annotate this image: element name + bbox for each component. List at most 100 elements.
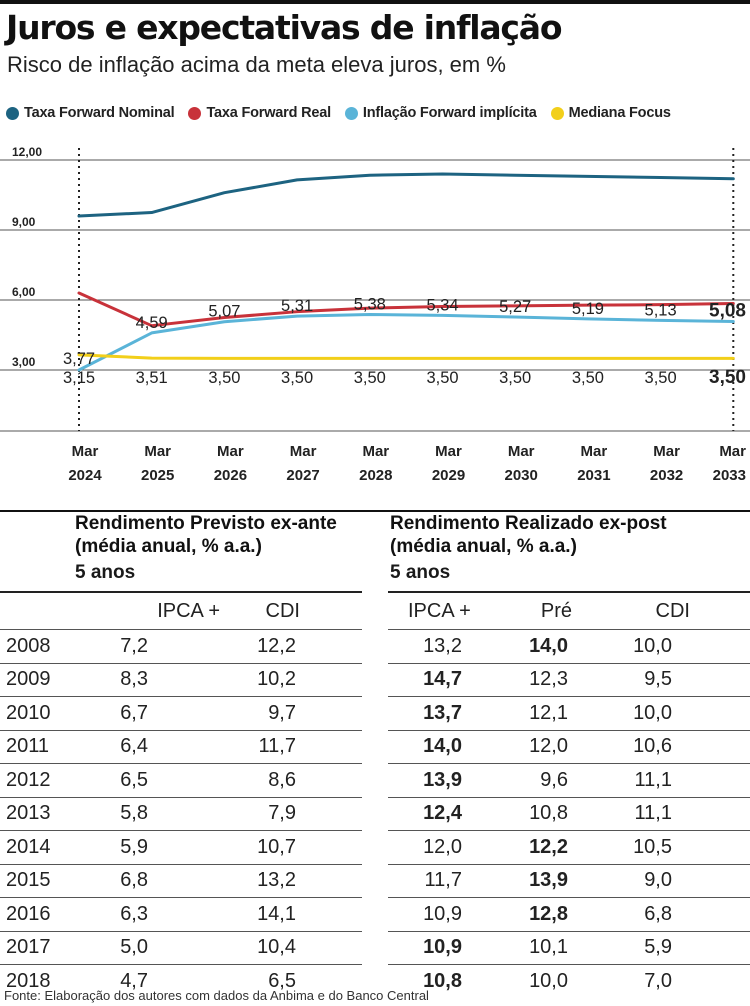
cell-pre: 14,0 <box>482 629 580 663</box>
x-tick-month: Mar <box>435 443 462 460</box>
cell-ipca: 8,3 <box>74 662 148 697</box>
x-tick-year: 2029 <box>432 467 465 484</box>
cell-cdi: 10,0 <box>580 696 700 730</box>
x-tick-month: Mar <box>581 443 608 460</box>
cell-cdi: 13,2 <box>230 863 296 898</box>
cell-spacer <box>296 964 362 998</box>
ex-post-header-row: IPCA + Pré CDI <box>388 593 750 630</box>
row-year: 2010 <box>0 696 74 730</box>
cell-pre: 13,9 <box>482 863 580 898</box>
ex-ante-heading-unit: (média anual, % a.a.) <box>75 536 262 557</box>
data-label-inflation: 5,13 <box>645 301 677 319</box>
data-label-inflation: 4,59 <box>136 314 168 332</box>
ex-post-col-cdi: CDI <box>655 599 690 622</box>
table-row: 2013 5,8 7,9 <box>0 796 362 831</box>
cell-spacer <box>148 696 230 730</box>
cell-ipca: 13,2 <box>388 629 482 663</box>
cell-cdi: 10,6 <box>580 729 700 764</box>
x-tick-year: 2025 <box>141 467 174 484</box>
table-row: 12,0 12,2 10,5 <box>388 830 750 864</box>
ex-post-table: IPCA + Pré CDI 13,2 14,0 10,0 14,7 12,3 9,5 13… <box>388 593 750 998</box>
cell-ipca: 10,9 <box>388 897 482 931</box>
cell-ipca: 13,9 <box>388 763 482 797</box>
cell-cdi: 6,5 <box>230 964 296 998</box>
source-note: Fonte: Elaboração dos autores com dados … <box>4 988 429 1003</box>
legend-item: Taxa Forward Real <box>188 105 331 121</box>
cell-spacer <box>700 763 750 797</box>
cell-cdi: 6,8 <box>580 897 700 931</box>
cell-pre: 12,2 <box>482 830 580 864</box>
ex-ante-header-row: IPCA + CDI <box>0 593 362 630</box>
cell-ipca: 5,8 <box>74 796 148 831</box>
legend-swatch <box>188 106 202 120</box>
top-rule <box>0 0 750 4</box>
table-row: 11,7 13,9 9,0 <box>388 863 750 898</box>
ex-post-heading: Rendimento Realizado ex-post <box>390 513 667 534</box>
x-tick-year: 2033 <box>713 467 746 484</box>
table-row: 14,7 12,3 9,5 <box>388 662 750 697</box>
cell-cdi: 12,2 <box>230 629 296 663</box>
cell-spacer <box>296 729 362 764</box>
data-label-focus: 3,50 <box>572 369 604 387</box>
legend-label: Mediana Focus <box>568 105 671 121</box>
cell-cdi: 11,1 <box>580 796 700 831</box>
cell-cdi: 10,7 <box>230 830 296 864</box>
cell-pre: 12,0 <box>482 729 580 764</box>
cell-ipca: 5,9 <box>74 830 148 864</box>
cell-spacer <box>148 763 230 797</box>
legend-label: Taxa Forward Real <box>206 105 331 121</box>
table-row: 2014 5,9 10,7 <box>0 830 362 864</box>
table-row: 13,7 12,1 10,0 <box>388 696 750 730</box>
x-tick-month: Mar <box>653 443 680 460</box>
legend-swatch <box>344 106 358 120</box>
cell-ipca: 10,9 <box>388 930 482 965</box>
series-line <box>77 291 735 328</box>
table-row: 2018 4,7 6,5 <box>0 964 362 998</box>
y-tick-label: 3,00 <box>12 355 36 369</box>
table-row: 13,9 9,6 11,1 <box>388 763 750 797</box>
cell-ipca: 12,0 <box>388 830 482 864</box>
x-tick-month: Mar <box>72 443 99 460</box>
data-label-inflation: 5,08 <box>709 300 746 321</box>
x-tick-month: Mar <box>144 443 171 460</box>
cell-pre: 10,8 <box>482 796 580 831</box>
cell-pre: 12,3 <box>482 662 580 697</box>
table-row: 2017 5,0 10,4 <box>0 930 362 965</box>
section-divider <box>0 510 750 512</box>
cell-spacer <box>148 863 230 898</box>
cell-cdi: 10,0 <box>580 629 700 663</box>
data-label-inflation: 5,07 <box>208 303 240 321</box>
data-label-focus: 3,15 <box>63 369 95 387</box>
table-row: 2016 6,3 14,1 <box>0 897 362 931</box>
x-tick-month: Mar <box>217 443 244 460</box>
cell-spacer <box>148 830 230 864</box>
table-row: 14,0 12,0 10,6 <box>388 729 750 764</box>
cell-ipca: 11,7 <box>388 863 482 898</box>
cell-spacer <box>700 930 750 965</box>
ex-post-col-pre: Pré <box>540 599 572 622</box>
data-label-inflation: 5,34 <box>426 296 458 314</box>
data-label-focus: 3,50 <box>426 369 458 387</box>
data-label-inflation: 5,31 <box>281 297 313 315</box>
ex-post-period: 5 anos <box>390 562 451 583</box>
cell-cdi: 7,9 <box>230 796 296 831</box>
data-label-focus: 3,50 <box>354 369 386 387</box>
cell-cdi: 10,4 <box>230 930 296 965</box>
table-row: 2008 7,2 12,2 <box>0 629 362 663</box>
x-tick-year: 2024 <box>68 467 102 484</box>
ex-ante-col-cdi: CDI <box>265 599 300 622</box>
chart-legend: Taxa Forward Nominal Taxa Forward Real Inf… <box>6 102 685 124</box>
cell-ipca: 10,8 <box>388 964 482 998</box>
cell-cdi: 8,6 <box>230 763 296 797</box>
series-line <box>77 353 735 360</box>
cell-spacer <box>148 629 230 663</box>
cell-spacer <box>700 830 750 864</box>
cell-spacer <box>700 662 750 697</box>
ex-ante-rule <box>0 591 362 593</box>
ex-post-rule <box>388 591 750 593</box>
y-tick-label: 12,00 <box>12 145 42 159</box>
cell-spacer <box>700 964 750 998</box>
row-year: 2015 <box>0 863 74 898</box>
row-year: 2009 <box>0 662 74 697</box>
y-tick-label: 6,00 <box>12 285 36 299</box>
